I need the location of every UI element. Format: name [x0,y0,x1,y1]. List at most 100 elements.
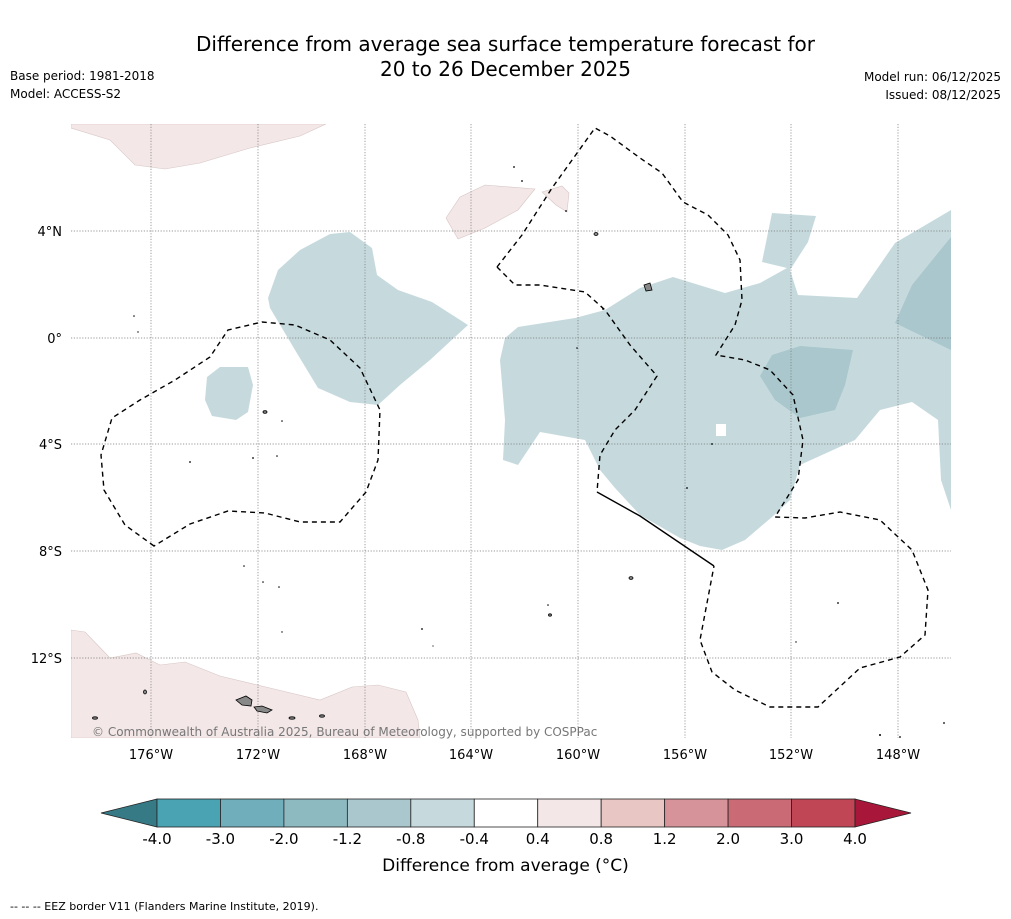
colorbar-tick-label: 4.0 [843,830,867,848]
colorbar-segment [537,798,602,828]
lon-label-168w: 168°W [343,748,387,763]
cool-anomaly-west-centre [268,232,468,405]
islet-17 [432,645,434,647]
islet-7 [137,331,139,333]
eez-footnote: -- -- -- EEZ border V11 (Flanders Marine… [10,900,319,913]
atoll-2 [593,232,599,236]
colorbar-segment [791,798,856,828]
islet-15 [281,631,283,633]
meta-right: Model run: 06/12/2025 Issued: 08/12/2025 [864,68,1001,104]
islet-24 [899,736,901,738]
atoll-3 [143,689,147,695]
colorbar-tick-label: -0.4 [460,830,489,848]
islet-22 [795,641,797,643]
colorbar-segment [283,798,348,828]
colorbar-segment [473,798,539,828]
longitude-labels: 176°W 172°W 168°W 164°W 160°W 156°W 152°… [129,748,920,763]
model-name: Model: ACCESS-S2 [10,87,122,101]
small-islets [133,166,945,738]
colorbar-tick-label: -2.0 [269,830,298,848]
islet-16 [421,628,423,630]
islet-6 [133,315,135,317]
colorbar-over-arrow [854,798,912,828]
warm-anomaly-south-west [71,629,421,738]
graticule [71,124,951,738]
lon-label-172w: 172°W [236,748,280,763]
lat-label-12s: 12°S [31,652,62,667]
colorbar-under-arrow [100,798,158,828]
eez-borders [100,127,929,708]
base-period: Base period: 1981-2018 [10,69,155,83]
map-title: Difference from average sea surface temp… [0,32,1011,82]
islet-14 [278,586,280,588]
islet-4 [602,308,604,310]
colorbar-segment [346,798,412,828]
eez-solid-segment [596,491,715,567]
copyright-notice: © Commonwealth of Australia 2025, Bureau… [92,725,597,739]
islet-8 [281,420,283,422]
islet-3 [565,210,567,212]
islet-21 [837,602,839,604]
warm-anomaly-north-centre [445,184,536,240]
colorbar-tick-label: 1.2 [653,830,677,848]
colorbar-segment [410,798,475,828]
model-run: Model run: 06/12/2025 [863,70,1001,84]
colorbar-segments [156,798,856,828]
cool-anomaly-east-main [500,210,951,550]
islet-12 [243,565,245,567]
colorbar-tick-label: 2.0 [716,830,740,848]
colorbar-tick-label: 0.4 [526,830,550,848]
colorbar-segment [156,798,221,828]
atoll-5 [288,716,296,720]
colorbar-tick-label: 3.0 [780,830,804,848]
islet-5 [576,347,578,349]
latitude-labels: 4°N 0° 4°S 8°S 12°S [31,225,62,667]
samoa-island-west [235,695,253,707]
atoll-8 [548,613,552,617]
colorbar-tick-label: -4.0 [142,830,171,848]
map-area [71,124,951,738]
islet-9 [189,461,191,463]
islet-18 [547,604,549,606]
colorbar: -4.0 -3.0 -2.0 -1.2 -0.8 -0.4 0.4 0.8 1.2 2.0 3.0 4… [100,798,912,848]
cool-anomaly-east-core [760,346,853,418]
colorbar-tick-labels: -4.0 -3.0 -2.0 -1.2 -0.8 -0.4 0.4 0.8 1.2 2.0 3.0 4… [142,830,867,848]
lon-label-160w: 160°W [556,748,600,763]
atoll-4 [92,716,98,720]
islet-10 [252,457,254,459]
islet-23 [879,734,881,736]
lat-label-0: 0° [47,332,62,347]
colorbar-segment [220,798,285,828]
islet-19 [686,487,688,489]
colorbar-title-text: Difference from average (°C) [382,856,629,876]
colorbar-tick-label: 0.8 [589,830,613,848]
lat-label-8s: 8°S [39,545,62,560]
islet-11 [276,455,278,457]
colorbar-segment [664,798,729,828]
cool-anomaly-far-east-core [895,237,951,350]
colorbar-segment [600,798,666,828]
lon-label-156w: 156°W [663,748,707,763]
title-line-2: 20 to 26 December 2025 [379,57,631,81]
atoll-6 [319,714,325,718]
lat-label-4n: 4°N [38,225,63,240]
islet-1 [513,166,515,168]
islet-13 [262,581,264,583]
lon-label-164w: 164°W [449,748,493,763]
lat-label-4s: 4°S [39,438,62,453]
lon-label-176w: 176°W [129,748,173,763]
islet-25 [943,722,945,724]
colorbar-title: Difference from average (°C) [0,856,1011,876]
meta-left: Base period: 1981-2018 Model: ACCESS-S2 [10,67,155,103]
eez-phoenix [496,127,929,708]
islands [92,232,653,720]
islet-20 [711,443,713,445]
title-line-1: Difference from average sea surface temp… [195,32,815,56]
colorbar-tick-label: -0.8 [396,830,425,848]
colorbar-tick-label: -3.0 [206,830,235,848]
atoll-1 [643,282,653,292]
white-gap [716,424,726,436]
warm-anomaly-north-west [71,124,327,170]
colorbar-tick-label: -1.2 [333,830,362,848]
